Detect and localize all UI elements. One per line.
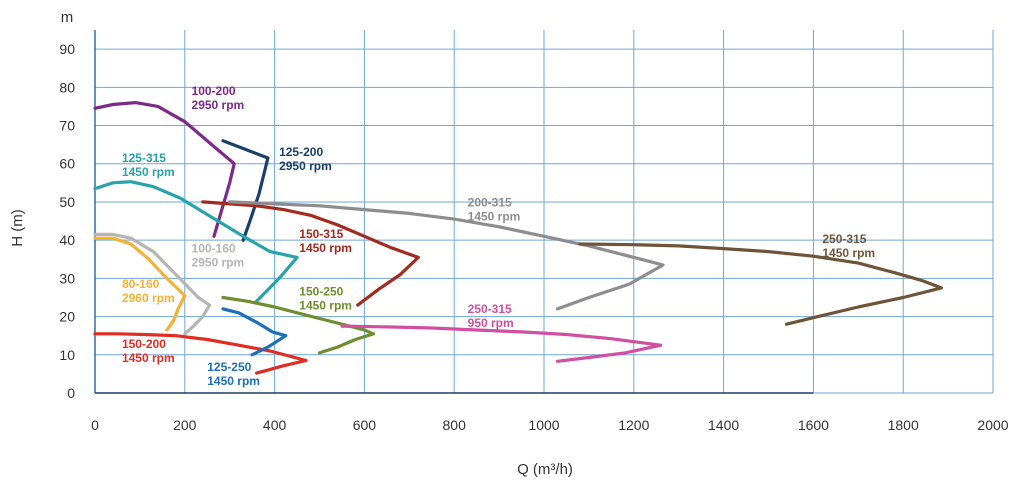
pump-curve-250-315-950rpm <box>340 324 663 363</box>
y-tick-label: 20 <box>59 309 75 325</box>
x-tick-label: 600 <box>353 417 377 433</box>
y-tick-label: 90 <box>59 41 75 57</box>
pump-curve-250-315-1450rpm <box>578 242 943 326</box>
y-tick-label: 50 <box>59 194 75 210</box>
x-tick-label: 800 <box>443 417 467 433</box>
curve-label-model: 250-315 <box>822 232 866 246</box>
pump-curve-125-250-1450rpm <box>221 307 288 357</box>
curve-label-speed: 2950 rpm <box>279 159 332 173</box>
curve-label-model: 200-315 <box>468 196 512 210</box>
y-tick-label: 60 <box>59 156 75 172</box>
x-tick-label: 1200 <box>618 417 649 433</box>
pump-curve-125-200-2950rpm <box>221 139 270 242</box>
axes: 0 10 20 30 40 50 60 70 80 90 0 200 400 600 800 1000 1200… <box>59 30 1009 433</box>
curve-label-model: 125-200 <box>279 145 323 159</box>
curve-label-speed: 950 rpm <box>468 316 514 330</box>
x-tick-label: 400 <box>263 417 287 433</box>
curve-label-model: 150-200 <box>122 337 166 351</box>
curve-label-speed: 1450 rpm <box>122 165 175 179</box>
y-axis-unit: m <box>61 9 74 26</box>
curve-label-model: 125-315 <box>122 151 166 165</box>
y-tick-label: 30 <box>59 270 75 286</box>
curve-label-speed: 1450 rpm <box>468 210 521 224</box>
x-tick-label: 1800 <box>888 417 919 433</box>
x-tick-label: 1600 <box>798 417 829 433</box>
curve-label-speed: 2950 rpm <box>192 98 245 112</box>
x-tick-label: 200 <box>173 417 197 433</box>
pump-curve-150-200-1450rpm <box>93 332 308 375</box>
y-tick-label: 40 <box>59 232 75 248</box>
curve-label-speed: 2950 rpm <box>192 255 245 269</box>
pump-curve-150-315-1450rpm <box>201 200 420 307</box>
curve-label-speed: 1450 rpm <box>822 246 875 260</box>
y-axis-label: H (m) <box>9 209 26 247</box>
pump-curves <box>93 101 943 375</box>
curve-label-model: 80-160 <box>122 277 160 291</box>
x-tick-label: 2000 <box>977 417 1008 433</box>
pump-curve-125-315-1450rpm <box>93 180 299 303</box>
curve-label-speed: 1450 rpm <box>207 374 260 388</box>
pump-curve-80-160-2960rpm <box>93 236 187 332</box>
pump-curve-100-200-2950rpm <box>93 101 236 238</box>
pump-curve-100-160-2950rpm <box>93 232 212 336</box>
curve-label-model: 150-250 <box>299 285 343 299</box>
curve-label-model: 100-160 <box>192 241 236 255</box>
x-tick-label: 1000 <box>528 417 559 433</box>
pump-curve-200-315-1450rpm <box>228 200 665 311</box>
curve-label-model: 150-315 <box>299 227 343 241</box>
curve-label-speed: 1450 rpm <box>299 299 352 313</box>
y-tick-label: 80 <box>59 79 75 95</box>
curve-label-speed: 1450 rpm <box>122 351 175 365</box>
curve-label-model: 250-315 <box>468 302 512 316</box>
pump-curve-150-250-1450rpm <box>221 295 375 355</box>
x-tick-label: 0 <box>91 417 99 433</box>
y-tick-label: 70 <box>59 118 75 134</box>
curve-label-model: 125-250 <box>207 360 251 374</box>
curve-label-model: 100-200 <box>192 84 236 98</box>
y-tick-label: 0 <box>67 385 75 401</box>
x-axis-label: Q (m³/h) <box>517 461 573 478</box>
y-tick-label: 10 <box>59 347 75 363</box>
x-tick-label: 1400 <box>708 417 739 433</box>
curve-label-speed: 1450 rpm <box>299 241 352 255</box>
curve-label-speed: 2960 rpm <box>122 291 175 305</box>
